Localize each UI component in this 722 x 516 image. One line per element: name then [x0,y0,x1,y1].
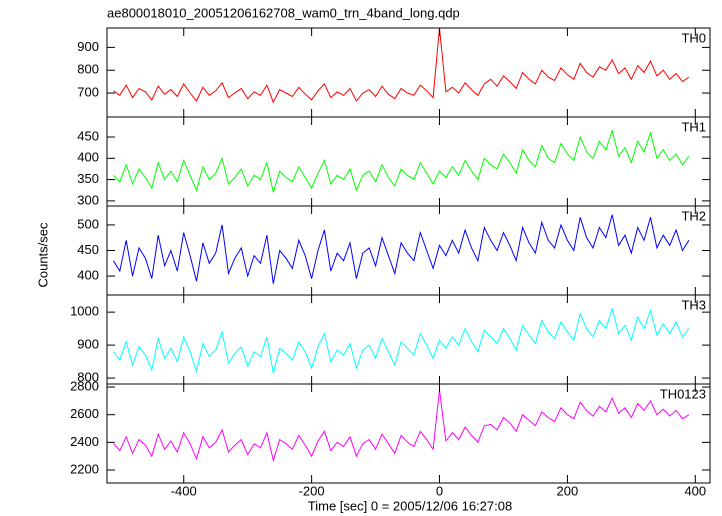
data-line [113,389,690,463]
panel-label: TH2 [681,208,706,223]
x-tick-label: -200 [299,483,325,498]
data-line [113,27,690,104]
data-line [112,214,690,284]
panel-label: TH0 [681,30,706,45]
y-tick-label: 500 [77,216,99,231]
y-tick-label: 400 [77,268,99,283]
panel-frame [106,205,711,296]
x-tick-label: 0 [436,483,443,498]
y-axis-label: Counts/sec [35,222,50,288]
chart-title: ae800018010_20051206162708_wam0_trn_4ban… [107,5,460,20]
x-axis-label: Time [sec] 0 = 2005/12/06 16:27:08 [308,498,512,513]
panel-frame [106,116,711,207]
x-tick-label: -400 [171,483,197,498]
x-tick-label: 400 [684,483,706,498]
y-tick-label: 450 [77,242,99,257]
y-tick-label: 300 [77,192,99,207]
panel-label: TH3 [681,297,706,312]
y-tick-label: 900 [77,39,99,54]
panel-frame [106,383,711,484]
panel-label: TH0123 [660,386,706,401]
data-line [113,307,690,374]
y-tick-label: 1000 [70,304,99,319]
y-tick-label: 2200 [70,461,99,476]
x-tick-label: 200 [557,483,579,498]
y-tick-label: 400 [77,150,99,165]
y-tick-label: 900 [77,337,99,352]
panel-label: TH1 [681,119,706,134]
panel-frame [106,294,711,385]
y-tick-label: 800 [77,62,99,77]
y-tick-label: 2600 [70,406,99,421]
y-tick-label: 350 [77,171,99,186]
y-tick-label: 2800 [70,378,99,393]
y-tick-label: 800 [77,370,99,385]
y-tick-label: 700 [77,84,99,99]
y-tick-label: 2400 [70,434,99,449]
y-tick-label: 450 [77,128,99,143]
data-line [113,128,690,193]
